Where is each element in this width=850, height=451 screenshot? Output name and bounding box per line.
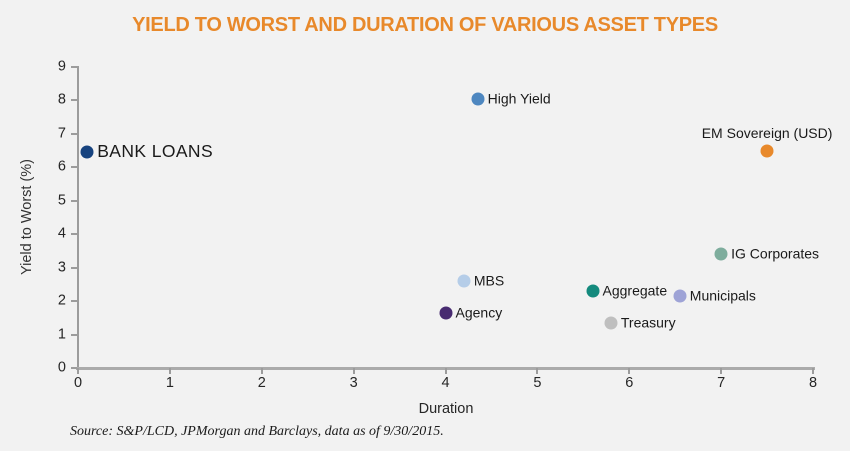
point-label-bank-loans: BANK LOANS <box>97 141 214 162</box>
point-dot-bank-loans <box>80 145 94 159</box>
point-dot-mbs <box>457 274 471 288</box>
y-tick-mark-6 <box>71 166 77 169</box>
y-tick-mark-4 <box>71 233 77 236</box>
y-tick-mark-2 <box>71 300 77 303</box>
y-tick-mark-9 <box>71 66 77 68</box>
x-axis-label: Duration <box>418 401 474 417</box>
y-tick-label-3: 3 <box>57 259 66 276</box>
x-tick-mark-6 <box>628 368 631 374</box>
x-tick-label-3: 3 <box>349 375 358 391</box>
point-dot-treasury <box>604 316 618 330</box>
y-tick-mark-3 <box>71 266 77 269</box>
y-tick-label-4: 4 <box>57 225 66 242</box>
point-label-mbs: MBS <box>473 272 505 289</box>
x-tick-mark-4 <box>444 368 447 374</box>
x-tick-label-4: 4 <box>441 375 450 391</box>
x-tick-label-0: 0 <box>73 375 83 391</box>
point-dot-agency <box>439 306 452 320</box>
y-tick-label-8: 8 <box>57 92 66 109</box>
x-tick-mark-7 <box>720 368 723 374</box>
x-tick-label-5: 5 <box>533 375 542 391</box>
point-dot-em-sovereign-usd <box>760 144 774 158</box>
x-tick-mark-0 <box>77 368 79 374</box>
point-label-treasury: Treasury <box>620 314 676 331</box>
point-dot-aggregate <box>586 284 599 298</box>
y-tick-mark-5 <box>71 199 77 202</box>
chart-title: YIELD TO WORST AND DURATION OF VARIOUS A… <box>132 14 718 36</box>
y-axis-label: Yield to Worst (%) <box>19 158 35 276</box>
x-tick-label-6: 6 <box>625 375 634 391</box>
y-tick-label-2: 2 <box>57 292 66 309</box>
source-note: Source: S&P/LCD, JPMorgan and Barclays, … <box>70 424 444 439</box>
y-tick-mark-7 <box>71 132 77 135</box>
point-label-em-sovereign-usd: EM Sovereign (USD) <box>701 124 833 141</box>
y-tick-label-6: 6 <box>57 159 66 176</box>
point-label-aggregate: Aggregate <box>602 282 668 299</box>
y-tick-mark-1 <box>71 333 77 336</box>
point-dot-high-yield <box>471 92 485 106</box>
x-tick-mark-1 <box>168 368 171 374</box>
x-tick-label-7: 7 <box>717 375 726 391</box>
x-tick-label-8: 8 <box>808 375 818 391</box>
y-tick-label-0: 0 <box>57 359 66 376</box>
point-dot-municipals <box>673 289 687 303</box>
x-tick-label-2: 2 <box>257 375 266 391</box>
x-tick-mark-8 <box>812 368 814 374</box>
point-label-high-yield: High Yield <box>487 90 551 107</box>
y-tick-mark-8 <box>71 99 77 102</box>
y-tick-label-1: 1 <box>57 326 66 343</box>
x-tick-label-1: 1 <box>165 375 174 391</box>
x-tick-mark-3 <box>352 368 355 374</box>
point-dot-ig-corporates <box>714 247 728 261</box>
x-tick-mark-5 <box>536 368 539 374</box>
point-label-agency: Agency <box>455 304 503 321</box>
y-axis-line <box>77 66 79 369</box>
point-label-ig-corporates: IG Corporates <box>731 245 820 262</box>
y-tick-label-5: 5 <box>57 192 66 209</box>
y-tick-label-9: 9 <box>57 58 66 75</box>
y-tick-mark-0 <box>71 367 77 369</box>
x-tick-mark-2 <box>260 368 263 374</box>
point-label-municipals: Municipals <box>689 287 756 304</box>
y-tick-label-7: 7 <box>57 125 66 142</box>
